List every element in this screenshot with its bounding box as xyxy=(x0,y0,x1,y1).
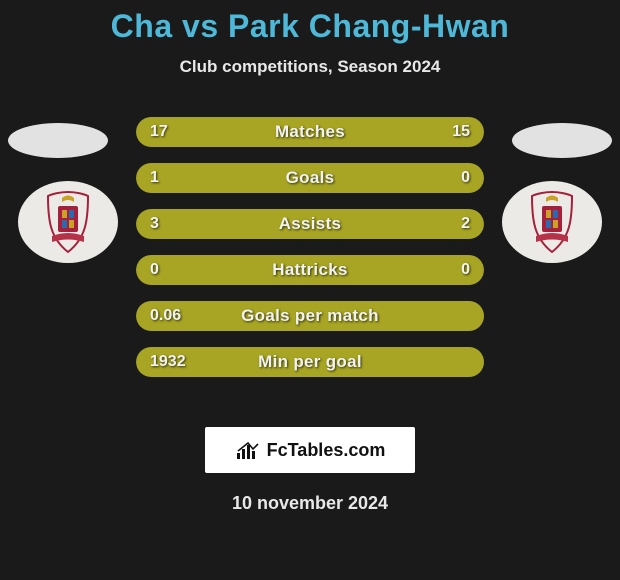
stat-label: Matches xyxy=(136,117,484,147)
footer-date: 10 november 2024 xyxy=(0,493,620,514)
player-right-avatar xyxy=(512,123,612,158)
stat-bars: 1715Matches 10Goals 32Assists 00Hattricks 0.… xyxy=(136,117,484,393)
stat-row: 32Assists xyxy=(136,209,484,239)
stat-label: Goals per match xyxy=(136,301,484,331)
stat-row: 0.06Goals per match xyxy=(136,301,484,331)
stat-label: Assists xyxy=(136,209,484,239)
stat-label: Min per goal xyxy=(136,347,484,377)
club-badge-left xyxy=(18,181,118,263)
crest-icon xyxy=(40,190,96,254)
fctables-icon xyxy=(235,439,261,461)
root: Cha vs Park Chang-Hwan Club competitions… xyxy=(0,0,620,514)
stat-row: 1932Min per goal xyxy=(136,347,484,377)
logo-text: FcTables.com xyxy=(267,440,386,461)
stat-row: 1715Matches xyxy=(136,117,484,147)
logo-box: FcTables.com xyxy=(205,427,415,473)
crest-icon xyxy=(524,190,580,254)
stat-row: 10Goals xyxy=(136,163,484,193)
stat-label: Goals xyxy=(136,163,484,193)
stat-row: 00Hattricks xyxy=(136,255,484,285)
page-subtitle: Club competitions, Season 2024 xyxy=(0,57,620,77)
club-badge-right xyxy=(502,181,602,263)
comparison-stage: 1715Matches 10Goals 32Assists 00Hattricks 0.… xyxy=(0,117,620,417)
page-title: Cha vs Park Chang-Hwan xyxy=(0,8,620,45)
player-left-avatar xyxy=(8,123,108,158)
stat-label: Hattricks xyxy=(136,255,484,285)
